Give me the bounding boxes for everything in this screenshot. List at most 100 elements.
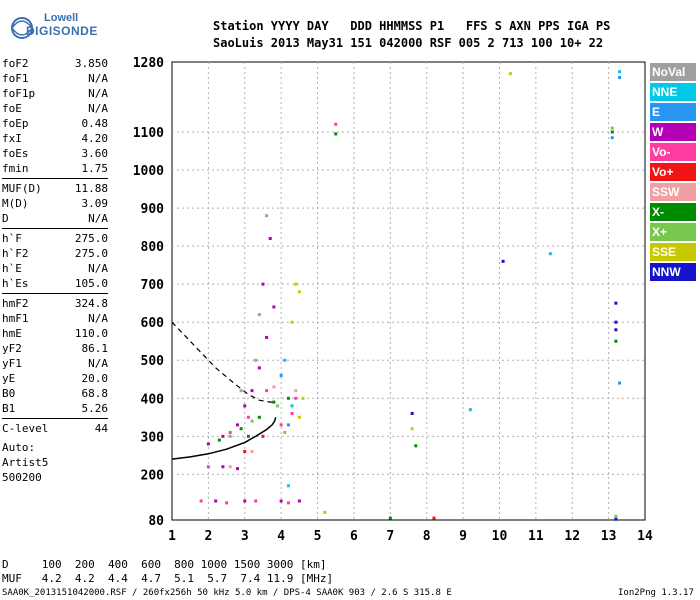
param-name: h`Es xyxy=(2,277,29,290)
param-value: 1.75 xyxy=(81,162,109,175)
param-name: B0 xyxy=(2,387,16,400)
data-point xyxy=(221,465,225,469)
auto-artist: Artist5 xyxy=(2,456,49,469)
param-value: N/A xyxy=(88,262,108,275)
param-row: h`Es 105.0 xyxy=(0,276,112,291)
legend-item-nnw: NNW xyxy=(650,263,696,281)
param-name: foEp xyxy=(2,117,29,130)
data-point xyxy=(614,320,618,324)
x-tick-label: 4 xyxy=(277,529,285,544)
data-point xyxy=(279,423,283,427)
legend-item-x: X+ xyxy=(650,223,696,241)
digisonde-logo: Lowell DIGISONDE xyxy=(4,6,154,46)
param-row: B0 68.8 xyxy=(0,386,112,401)
legend-item-ssw: SSW xyxy=(650,183,696,201)
data-point xyxy=(243,404,247,408)
x-tick-label: 10 xyxy=(492,529,508,544)
data-point xyxy=(301,396,305,400)
x-tick-label: 1 xyxy=(168,529,176,544)
param-separator xyxy=(2,418,108,419)
param-value: N/A xyxy=(88,212,108,225)
data-point xyxy=(254,499,258,503)
legend-item-w: W xyxy=(650,123,696,141)
data-point xyxy=(228,434,232,438)
y-tick-label: 700 xyxy=(141,278,165,293)
param-value: 68.8 xyxy=(81,387,109,400)
data-point xyxy=(468,408,472,412)
extrapolated-curve xyxy=(171,321,276,403)
data-point xyxy=(290,404,294,408)
param-row: yF1 N/A xyxy=(0,356,112,371)
header-values: SaoLuis 2013 May31 151 042000 RSF 005 2 … xyxy=(213,36,604,50)
data-point xyxy=(243,499,247,503)
data-point xyxy=(294,396,298,400)
data-point xyxy=(297,499,301,503)
data-point xyxy=(614,301,618,305)
header-labels: Station YYYY DAY DDD HHMMSS P1 FFS S AXN… xyxy=(213,19,611,33)
data-point xyxy=(225,501,229,505)
legend-item-noval: NoVal xyxy=(650,63,696,81)
param-value: 3.60 xyxy=(81,147,109,160)
y-tick-label: 500 xyxy=(141,354,165,369)
data-point xyxy=(410,411,414,415)
x-tick-label: 11 xyxy=(528,529,544,544)
y-tick-label: 400 xyxy=(141,392,165,407)
param-row: foF1p N/A xyxy=(0,86,112,101)
param-value: N/A xyxy=(88,72,108,85)
data-point xyxy=(286,501,290,505)
data-point xyxy=(250,450,254,454)
data-point xyxy=(261,434,265,438)
param-value: 5.26 xyxy=(81,402,109,415)
data-point xyxy=(297,415,301,419)
logo-text-lowell: Lowell xyxy=(44,12,79,24)
data-point xyxy=(228,431,232,435)
param-value: 3.09 xyxy=(81,197,109,210)
param-value: 0.48 xyxy=(81,117,109,130)
x-tick-label: 8 xyxy=(423,529,431,544)
data-point xyxy=(217,438,221,442)
y-tick-label: 900 xyxy=(141,202,165,217)
status-line: SAA0K_2013151042000.RSF / 260fx256h 50 k… xyxy=(2,588,452,598)
data-point xyxy=(610,136,614,140)
logo-globe-icon xyxy=(11,17,33,39)
param-name: h`E xyxy=(2,262,22,275)
data-point xyxy=(290,411,294,415)
data-point xyxy=(283,431,287,435)
data-point xyxy=(614,339,618,343)
data-point xyxy=(614,328,618,332)
param-name: M(D) xyxy=(2,197,29,210)
x-tick-label: 5 xyxy=(314,529,322,544)
param-row: foE N/A xyxy=(0,101,112,116)
param-value: 275.0 xyxy=(74,232,108,245)
param-row: foF1 N/A xyxy=(0,71,112,86)
param-name: h`F2 xyxy=(2,247,29,260)
distance-row: D 100 200 400 600 800 1000 1500 3000 [km… xyxy=(2,558,327,571)
data-point xyxy=(206,465,210,469)
param-name: fmin xyxy=(2,162,29,175)
data-point xyxy=(272,385,276,389)
param-name: h`F xyxy=(2,232,22,245)
x-tick-label: 13 xyxy=(601,529,617,544)
param-name: yF2 xyxy=(2,342,22,355)
param-name: hmF1 xyxy=(2,312,29,325)
data-point xyxy=(283,358,287,362)
param-row: h`F2 275.0 xyxy=(0,246,112,261)
data-point xyxy=(206,442,210,446)
logo-text-digisonde: DIGISONDE xyxy=(26,24,98,38)
data-point xyxy=(250,389,254,393)
data-point xyxy=(257,313,261,317)
param-row: yF2 86.1 xyxy=(0,341,112,356)
param-row: B1 5.26 xyxy=(0,401,112,416)
param-name: fxI xyxy=(2,132,22,145)
param-value: 3.850 xyxy=(74,57,108,70)
data-point xyxy=(250,419,254,423)
param-row: hmF2 324.8 xyxy=(0,296,112,311)
data-point xyxy=(246,415,250,419)
param-value: 44 xyxy=(94,422,108,435)
data-point xyxy=(297,290,301,294)
version-label: Ion2Png 1.3.17 xyxy=(618,588,694,598)
param-value: 11.88 xyxy=(74,182,108,195)
x-tick-label: 9 xyxy=(459,529,467,544)
data-point xyxy=(286,396,290,400)
